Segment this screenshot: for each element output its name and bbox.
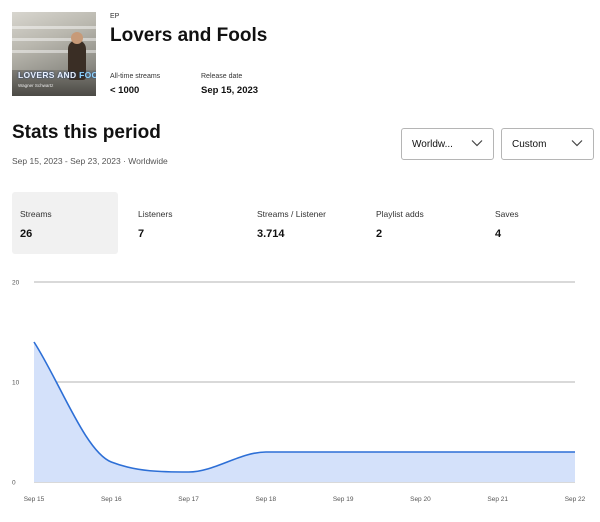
metric-label: Saves <box>495 209 519 219</box>
x-tick-label: Sep 20 <box>410 496 431 503</box>
metric-tabs: Streams 26 Listeners 7 Streams / Listene… <box>12 192 588 254</box>
metric-value: 3.714 <box>257 228 285 240</box>
streams-chart: 0 10 20 Sep 15 Sep 16 Sep 17 Sep 18 Sep 19 Sep 2… <box>12 280 586 504</box>
metric-tab-listeners[interactable]: Listeners 7 <box>130 192 240 254</box>
metric-label: Playlist adds <box>376 209 424 219</box>
cover-beam <box>12 38 96 41</box>
metric-tab-saves[interactable]: Saves 4 <box>487 192 587 254</box>
y-tick-label: 0 <box>12 480 16 487</box>
x-tick-label: Sep 16 <box>101 496 122 503</box>
metric-tab-playlist-adds[interactable]: Playlist adds 2 <box>368 192 478 254</box>
release-stat-value: < 1000 <box>110 85 140 96</box>
date-range-dropdown[interactable]: Custom <box>501 128 594 160</box>
x-tick-label: Sep 18 <box>256 496 277 503</box>
release-stat-label: All-time streams <box>110 73 161 80</box>
x-tick-label: Sep 22 <box>565 496 586 503</box>
y-tick-label: 20 <box>12 280 20 287</box>
chart-series-line <box>33 341 576 473</box>
cover-art-title: LOVERS AND FOOLS <box>18 70 96 80</box>
metric-label: Listeners <box>138 209 173 219</box>
chevron-down-icon <box>571 140 583 147</box>
cover-beam <box>12 50 96 53</box>
metric-value: 4 <box>495 228 502 240</box>
chart-area-fill <box>34 342 575 482</box>
date-range-dropdown-value: Custom <box>512 139 547 150</box>
metric-tab-streams-per-listener[interactable]: Streams / Listener 3.714 <box>249 192 359 254</box>
location-dropdown-value: Worldw... <box>412 139 453 150</box>
y-tick-label: 10 <box>12 380 20 387</box>
release-stat-label: Release date <box>201 73 243 80</box>
metric-tab-streams[interactable]: Streams 26 <box>12 192 118 254</box>
release-stat-alltime: All-time streams < 1000 <box>110 73 160 96</box>
chevron-down-icon <box>471 140 483 147</box>
cover-person <box>68 40 86 80</box>
release-stat-date: Release date Sep 15, 2023 <box>201 73 258 96</box>
metric-value: 7 <box>138 228 145 240</box>
release-stat-value: Sep 15, 2023 <box>201 85 259 96</box>
cover-beam <box>12 26 96 29</box>
cover-art-subtitle: Wagner Schwartz <box>18 83 54 88</box>
cover-person-head <box>71 32 83 44</box>
x-tick-label: Sep 19 <box>333 496 354 503</box>
release-type: EP <box>110 13 120 20</box>
release-title: Lovers and Fools <box>110 25 268 46</box>
metric-value: 26 <box>20 228 33 240</box>
x-tick-label: Sep 21 <box>487 496 508 503</box>
location-dropdown[interactable]: Worldw... <box>401 128 494 160</box>
section-title: Stats this period <box>12 122 161 143</box>
metric-value: 2 <box>376 228 383 240</box>
x-tick-label: Sep 15 <box>24 496 45 503</box>
metric-label: Streams / Listener <box>257 209 326 219</box>
period-summary: Sep 15, 2023 - Sep 23, 2023 · Worldwide <box>12 156 168 166</box>
cover-art: LOVERS AND FOOLS Wagner Schwartz <box>12 12 96 96</box>
metric-label: Streams <box>20 209 52 219</box>
x-tick-label: Sep 17 <box>178 496 199 503</box>
